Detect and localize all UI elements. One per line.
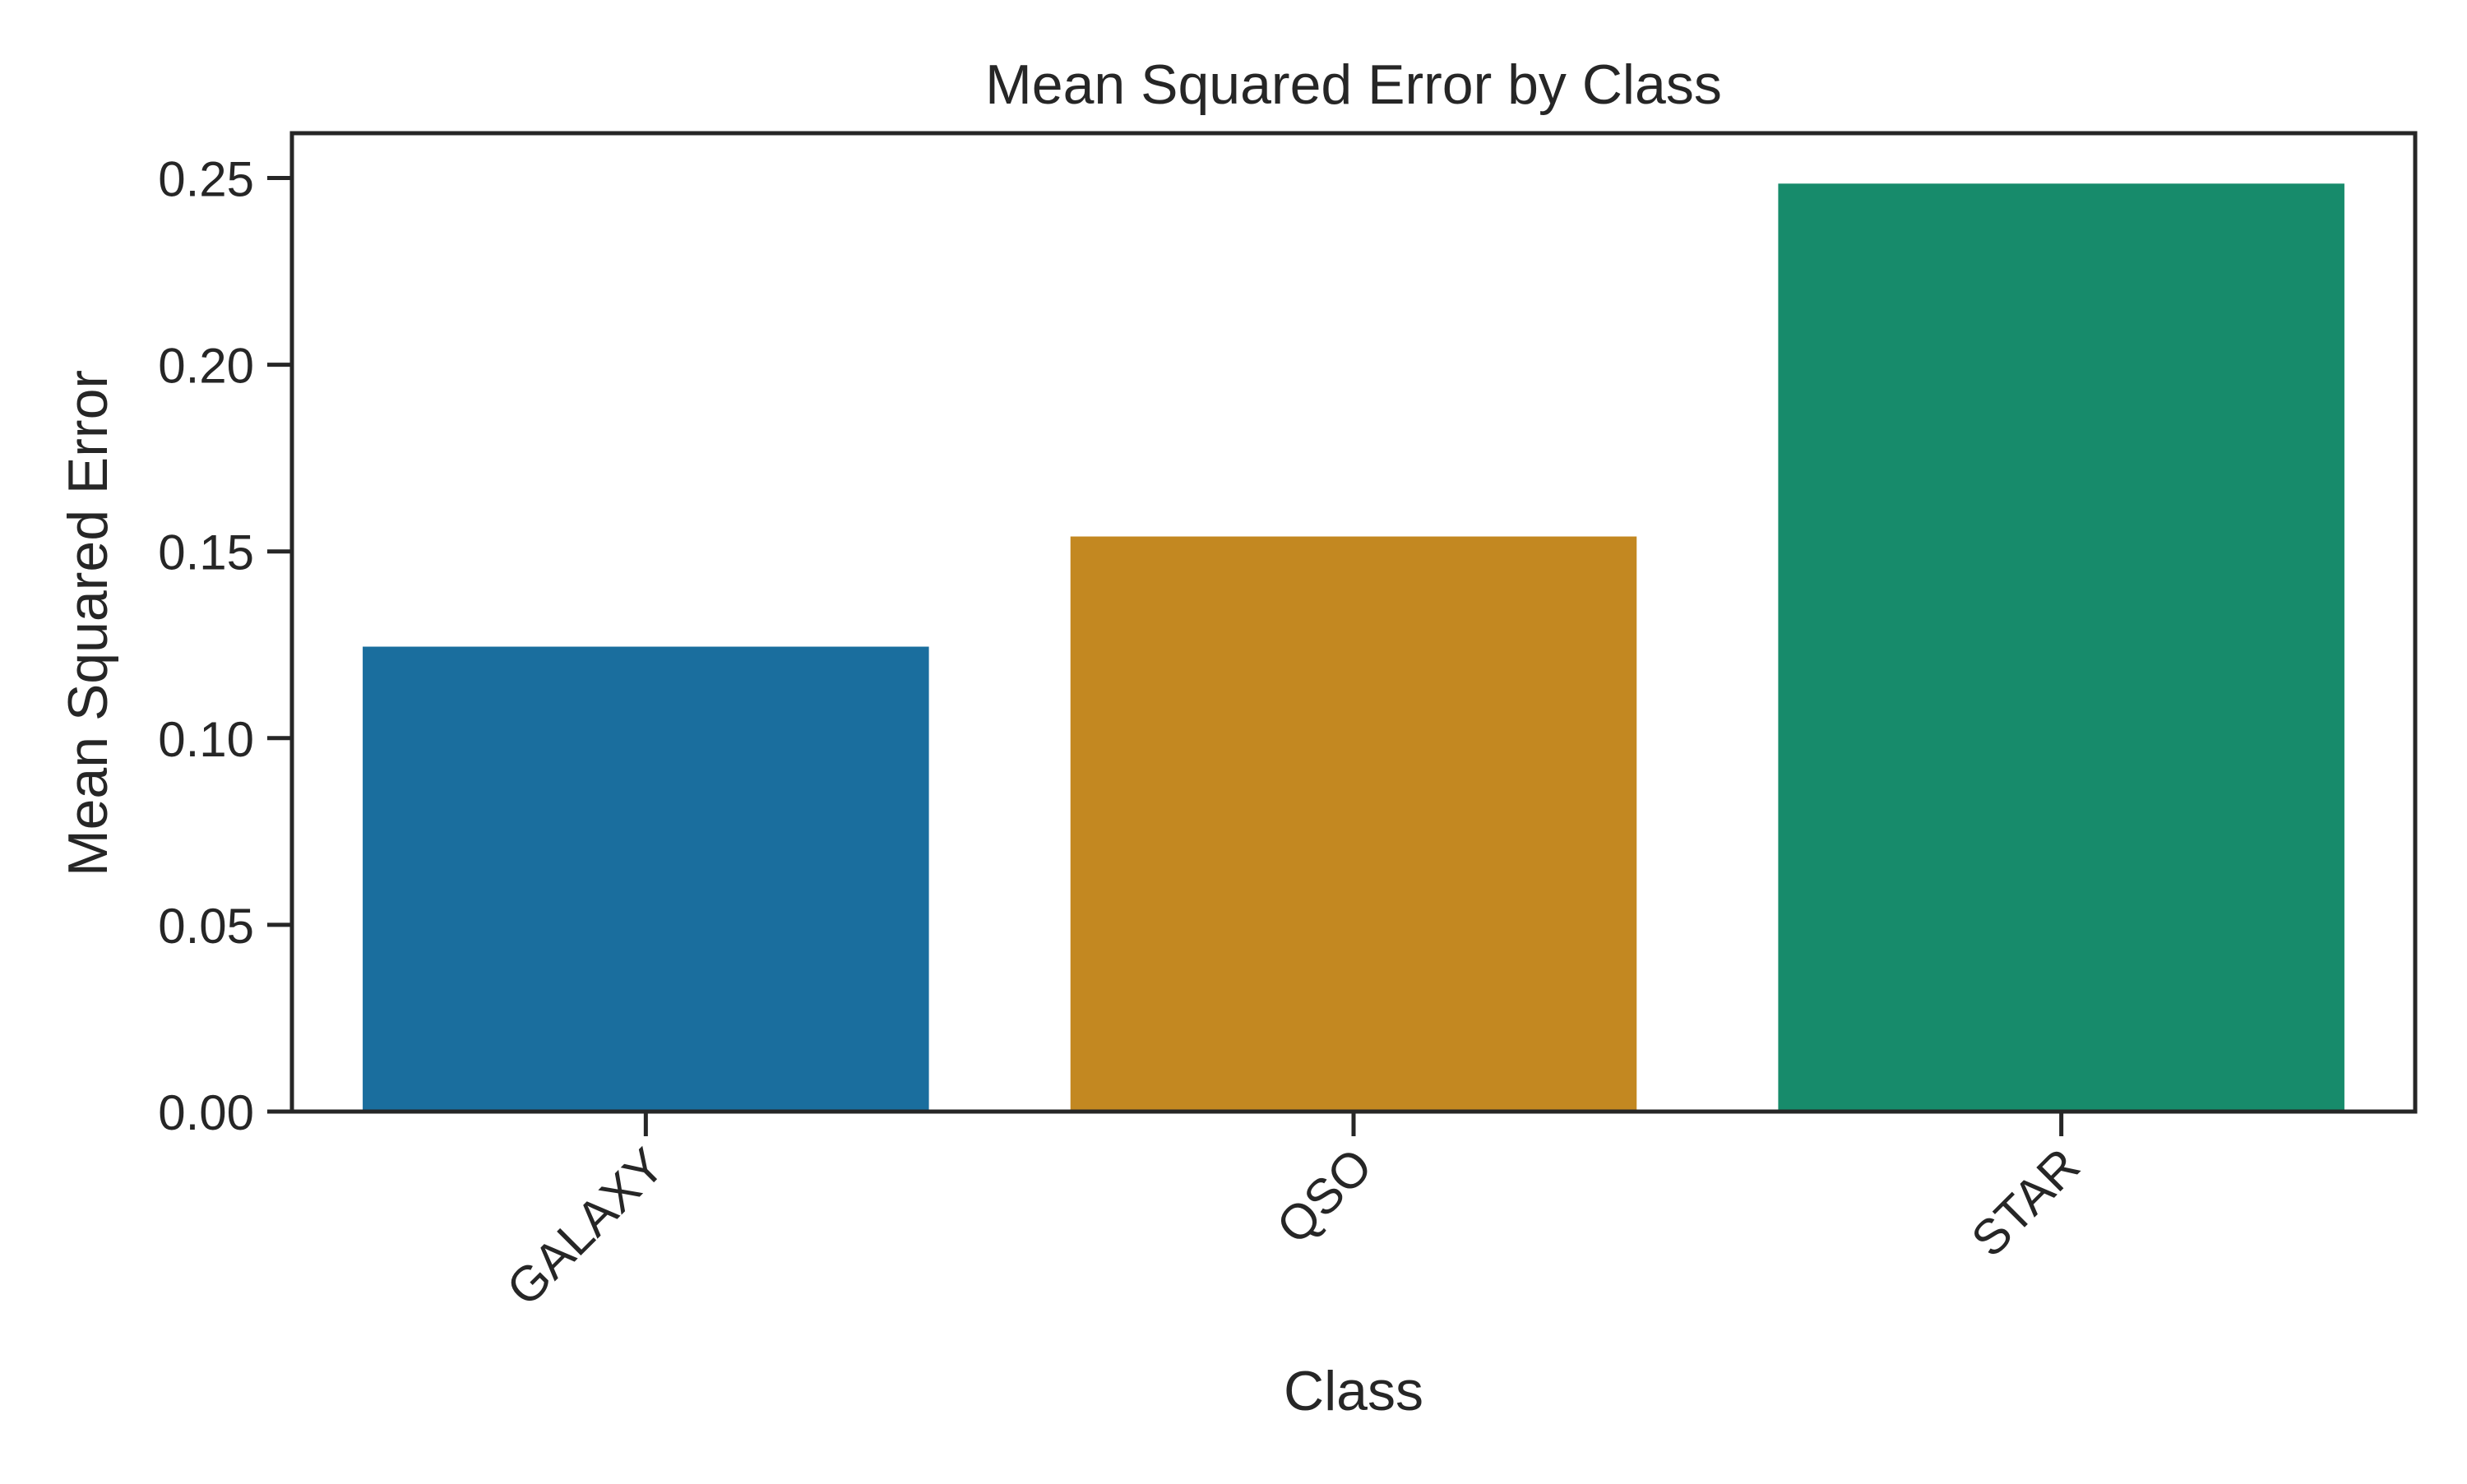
x-tick-label: QSO <box>1266 1138 1383 1255</box>
y-tick-label: 0.15 <box>158 525 254 580</box>
bar-qso <box>1070 536 1637 1112</box>
chart-title: Mean Squared Error by Class <box>985 53 1722 116</box>
y-tick-label: 0.25 <box>158 152 254 207</box>
bar-star <box>1778 183 2344 1112</box>
bars-layer <box>363 183 2344 1112</box>
y-tick-label: 0.00 <box>158 1085 254 1140</box>
x-tick-label: STAR <box>1960 1138 2090 1267</box>
y-tick-label: 0.05 <box>158 899 254 954</box>
x-tick-label: GALAXY <box>496 1138 674 1316</box>
y-axis-label: Mean Squared Error <box>57 370 119 876</box>
y-tick-label: 0.20 <box>158 339 254 394</box>
bar-galaxy <box>363 646 929 1112</box>
y-tick-label: 0.10 <box>158 712 254 767</box>
x-axis-label: Class <box>1284 1360 1423 1422</box>
